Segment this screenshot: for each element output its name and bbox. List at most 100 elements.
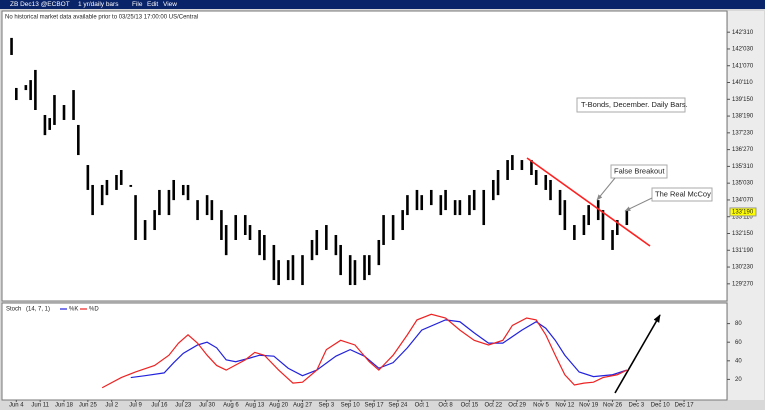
price-bar xyxy=(29,80,32,101)
x-tick-label: Jul 23 xyxy=(175,403,192,409)
x-tick-label: Sep 17 xyxy=(365,403,385,409)
price-bar xyxy=(391,215,395,240)
y-tick-label: 142'310 xyxy=(732,30,754,36)
price-bar xyxy=(558,189,562,216)
price-bar xyxy=(301,255,304,286)
price-bar xyxy=(220,210,223,240)
price-bar xyxy=(134,195,137,240)
last-price-label: 133'190 xyxy=(732,210,754,216)
x-tick-label: Jul 9 xyxy=(129,403,142,409)
edit-menu[interactable]: Edit xyxy=(147,1,158,8)
y-tick-label: 132'150 xyxy=(732,231,754,237)
price-bar xyxy=(468,195,471,216)
price-bar xyxy=(277,260,280,286)
annotation: The Real McCoy xyxy=(655,189,711,198)
price-bar xyxy=(224,225,228,256)
x-tick-label: Nov 26 xyxy=(603,403,623,409)
view-menu[interactable]: View xyxy=(163,1,177,8)
x-tick-label: Jul 16 xyxy=(151,403,168,409)
price-bar xyxy=(406,195,409,216)
price-bar xyxy=(15,87,18,101)
price-bar xyxy=(48,118,51,130)
y-tick-label: 142'030 xyxy=(732,47,754,53)
price-bar xyxy=(453,200,457,216)
trendline xyxy=(526,157,651,247)
indicator-title: Stoch xyxy=(6,307,21,313)
price-bar xyxy=(325,225,328,250)
x-tick-label: Aug 20 xyxy=(269,403,289,409)
price-bar xyxy=(10,37,13,55)
notice: No historical market data available prio… xyxy=(5,15,198,21)
price-panel xyxy=(1,10,728,302)
y-tick-label: 40 xyxy=(735,358,742,364)
price-bar xyxy=(506,160,509,180)
price-bar xyxy=(291,255,295,281)
price-bar xyxy=(72,90,75,120)
price-bar xyxy=(196,200,199,221)
price-bar xyxy=(615,220,619,236)
stoch-line xyxy=(101,313,628,389)
interval-menu[interactable]: 1 yr/daily bars xyxy=(78,1,119,8)
file-menu[interactable]: File xyxy=(132,1,143,8)
price-bar xyxy=(62,105,66,120)
y-tick-label: 135'030 xyxy=(732,181,754,187)
price-bar xyxy=(444,189,447,211)
y-tick-label: 137'230 xyxy=(732,130,754,136)
price-bar xyxy=(439,195,443,216)
x-tick-label: Aug 13 xyxy=(245,403,265,409)
x-tick-label: Oct 15 xyxy=(461,403,479,409)
menu-bg xyxy=(0,0,765,9)
oscillator-panel xyxy=(1,302,728,401)
price-bar xyxy=(248,225,252,240)
x-tick-label: Jun 18 xyxy=(55,403,74,409)
y-tick-label: 60 xyxy=(735,340,742,346)
y-tick-label: 20 xyxy=(735,377,742,383)
price-bar xyxy=(472,189,476,211)
price-bar xyxy=(611,230,614,250)
x-tick-label: Dec 17 xyxy=(675,403,695,409)
x-tick-label: Oct 1 xyxy=(415,403,430,409)
price-bar xyxy=(310,239,314,261)
price-bar xyxy=(86,165,90,190)
y-tick-label: 139'150 xyxy=(732,97,754,103)
annotation-arrow xyxy=(624,197,653,212)
price-bar xyxy=(353,260,357,286)
x-tick-label: Jun 4 xyxy=(9,403,24,409)
y-tick-label: 141'070 xyxy=(732,63,754,69)
x-tick-label: Aug 6 xyxy=(223,403,239,409)
price-bar xyxy=(210,200,214,221)
y-tick-label: 131'190 xyxy=(732,248,754,254)
price-bar xyxy=(315,230,319,256)
price-bar xyxy=(91,184,94,216)
x-tick-label: Nov 5 xyxy=(533,403,549,409)
price-bar xyxy=(334,235,338,256)
price-bar xyxy=(43,114,47,136)
x-tick-label: Sep 24 xyxy=(388,403,408,409)
price-bar xyxy=(167,189,171,216)
price-bar xyxy=(286,260,290,281)
y-tick-label: 80 xyxy=(735,321,742,327)
price-bar xyxy=(563,200,567,231)
y-tick-label: 134'070 xyxy=(732,198,754,204)
menu-bar: ZB Dec13 @ECBOT 1 yr/daily bars File Edi… xyxy=(0,0,765,9)
price-bar xyxy=(77,124,80,156)
y-tick-label: 135'310 xyxy=(732,164,754,170)
price-bar xyxy=(172,179,176,201)
price-bar xyxy=(186,184,190,201)
legend-label: %K xyxy=(69,307,78,313)
symbol-menu[interactable]: ZB Dec13 @ECBOT xyxy=(10,1,70,8)
price-bar xyxy=(429,189,433,206)
y-tick-label: 133'110 xyxy=(732,214,753,220)
y-tick-label: 129'270 xyxy=(732,281,754,287)
x-tick-label: Jul 2 xyxy=(105,403,118,409)
price-bar xyxy=(24,85,28,91)
price-bar xyxy=(420,195,424,211)
price-bar xyxy=(143,220,147,240)
price-bar xyxy=(129,184,133,187)
price-bar xyxy=(415,189,419,211)
x-tick-label: Jun 25 xyxy=(79,403,98,409)
price-bar xyxy=(100,184,104,206)
price-bar xyxy=(596,200,600,221)
x-tick-label: Oct 29 xyxy=(508,403,526,409)
